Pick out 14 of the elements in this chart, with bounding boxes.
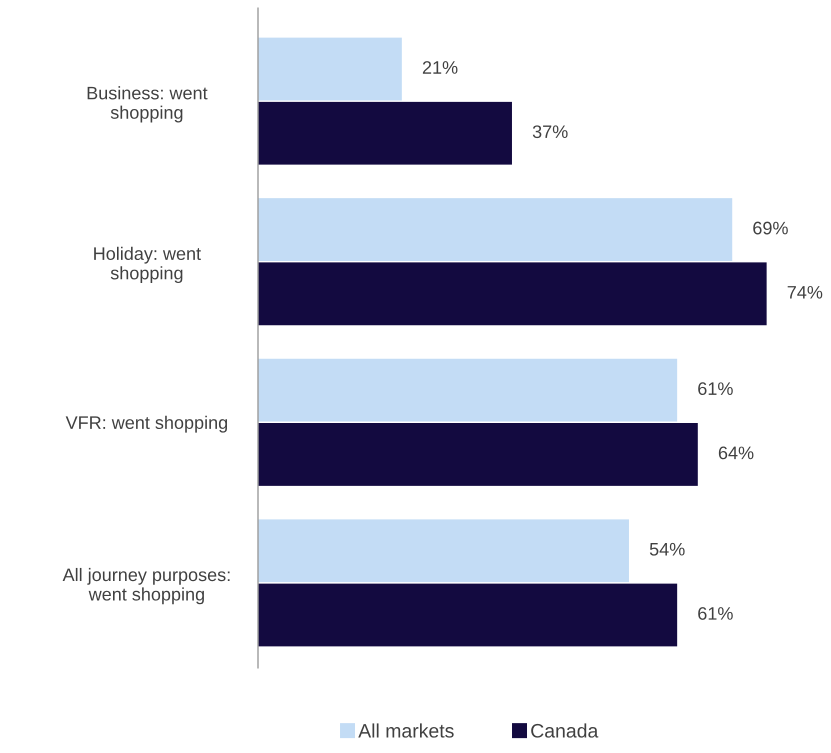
data-label: 64% — [718, 446, 754, 460]
legend-label: Canada — [531, 723, 598, 738]
data-label: 69% — [753, 222, 788, 234]
data-label: 21% — [422, 61, 458, 74]
legend-label: All markets — [358, 723, 454, 738]
y-tick-label: All journey purposes: went shopping — [62, 568, 230, 604]
data-label: 61% — [698, 607, 733, 620]
data-label: 74% — [788, 286, 822, 299]
data-label: 54% — [650, 542, 685, 556]
data-label: 37% — [532, 125, 568, 138]
data-label: 61% — [698, 382, 733, 396]
y-tick-label: Holiday: went shopping — [94, 246, 201, 284]
y-tick-label: Business: went shopping — [88, 86, 208, 122]
y-tick-label: VFR: went shopping — [66, 416, 228, 433]
